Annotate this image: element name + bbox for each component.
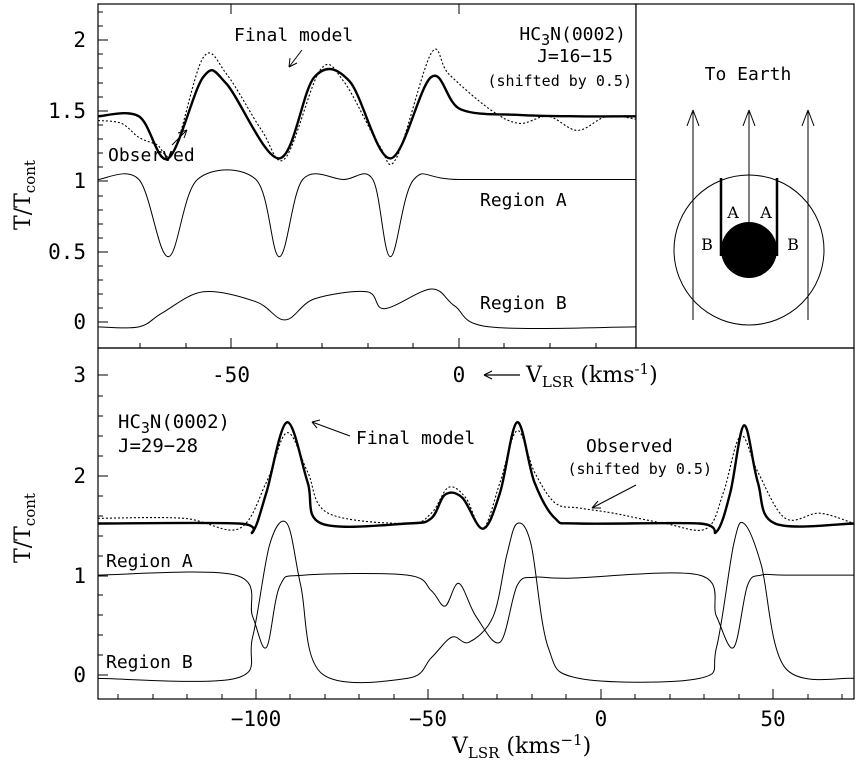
top-xaxis — [139, 4, 597, 348]
bottom-final-model-label: Final model — [356, 428, 475, 449]
top-region-a-label: Region A — [480, 190, 567, 211]
top-series-region-b — [97, 288, 637, 329]
top-yaxis — [98, 11, 108, 323]
bottom-ylabel: T/Tcont — [11, 493, 39, 563]
bottom-xtick--50: −50 — [409, 707, 447, 731]
inset-label-a-right: A — [759, 203, 772, 222]
top-xlabel-arrowhead — [483, 370, 493, 380]
bottom-observed-arrowhead — [591, 500, 601, 509]
top-ytick-1.5: 1.5 — [48, 99, 86, 123]
bottom-final-model-arrowhead — [311, 419, 321, 429]
bottom-shift-note: (shifted by 0.5) — [568, 460, 713, 478]
bottom-observed-arrow — [591, 484, 637, 509]
top-xtick-0: 0 — [453, 363, 466, 387]
top-region-b-label: Region B — [480, 293, 567, 314]
bottom-final-model-arrow — [311, 421, 351, 437]
bottom-series-region-b — [97, 520, 855, 684]
top-molecule-label: HC3N(0002) — [519, 24, 626, 49]
bottom-xtick--100: −100 — [231, 707, 282, 731]
inset-to-earth-label: To Earth — [705, 64, 792, 85]
bottom-panel: 0 1 2 3 −100 −50 0 50 VLSR (kms−1) T/Tco… — [11, 347, 855, 762]
inset-label-a-left: A — [726, 203, 739, 222]
top-xtick--50: -50 — [212, 363, 250, 387]
bottom-series-observed — [97, 430, 855, 531]
top-observed-arrowhead — [177, 129, 188, 139]
arrowhead-left-icon — [686, 109, 700, 127]
inset-frame — [635, 3, 855, 349]
top-series-observed — [97, 48, 637, 166]
bottom-xaxis — [117, 689, 843, 699]
bottom-region-b-label: Region B — [106, 652, 193, 673]
inner-core — [721, 222, 777, 278]
bottom-molecule-label: HC3N(0002) — [118, 411, 230, 437]
top-final-model-arrowhead — [288, 57, 298, 68]
bottom-series-final-model — [97, 421, 855, 535]
bottom-observed-label: Observed — [586, 436, 673, 457]
bottom-transition-label: J=29−28 — [118, 435, 198, 457]
bottom-yaxis — [98, 374, 108, 676]
top-transition-label: J=16−15 — [537, 46, 613, 67]
top-ylabel: T/Tcont — [11, 160, 39, 230]
top-final-model-arrow — [288, 49, 303, 68]
top-panel: 0 0.5 1 1.5 2 -50 0 VLSR (kms-1) T/Tcont… — [11, 3, 658, 391]
bottom-curves — [97, 421, 855, 684]
bottom-region-a-label: Region A — [106, 551, 193, 572]
bottom-xtick-50: 50 — [760, 707, 785, 731]
inset-schematic: To Earth A A B B — [635, 3, 855, 349]
bottom-series-region-a — [97, 571, 854, 649]
bottom-ytick-3: 3 — [73, 363, 86, 387]
bottom-ytick-2: 2 — [73, 464, 86, 488]
top-series-region-a — [97, 169, 636, 258]
bottom-ytick-1: 1 — [73, 564, 86, 588]
top-xlabel: VLSR (kms-1) — [525, 360, 658, 391]
arrowhead-right-icon — [801, 109, 815, 127]
top-ytick-0.5: 0.5 — [48, 240, 86, 264]
inset-label-b-right: B — [787, 235, 799, 254]
top-curves — [97, 48, 637, 329]
inset-label-b-left: B — [701, 235, 713, 254]
bottom-xtick-0: 0 — [595, 707, 608, 731]
top-final-model-label: Final model — [234, 25, 353, 46]
top-ytick-1: 1 — [73, 169, 86, 193]
top-ytick-2: 2 — [73, 28, 86, 52]
top-shift-note: (shifted by 0.5) — [488, 72, 633, 90]
top-observed-arrow — [171, 129, 188, 146]
top-ytick-0: 0 — [73, 310, 86, 334]
arrowhead-center-icon — [742, 109, 756, 127]
top-series-final-model — [97, 67, 637, 161]
bottom-ytick-0: 0 — [73, 663, 86, 687]
bottom-xlabel: VLSR (kms−1) — [451, 731, 591, 762]
top-observed-label: Observed — [108, 145, 195, 166]
